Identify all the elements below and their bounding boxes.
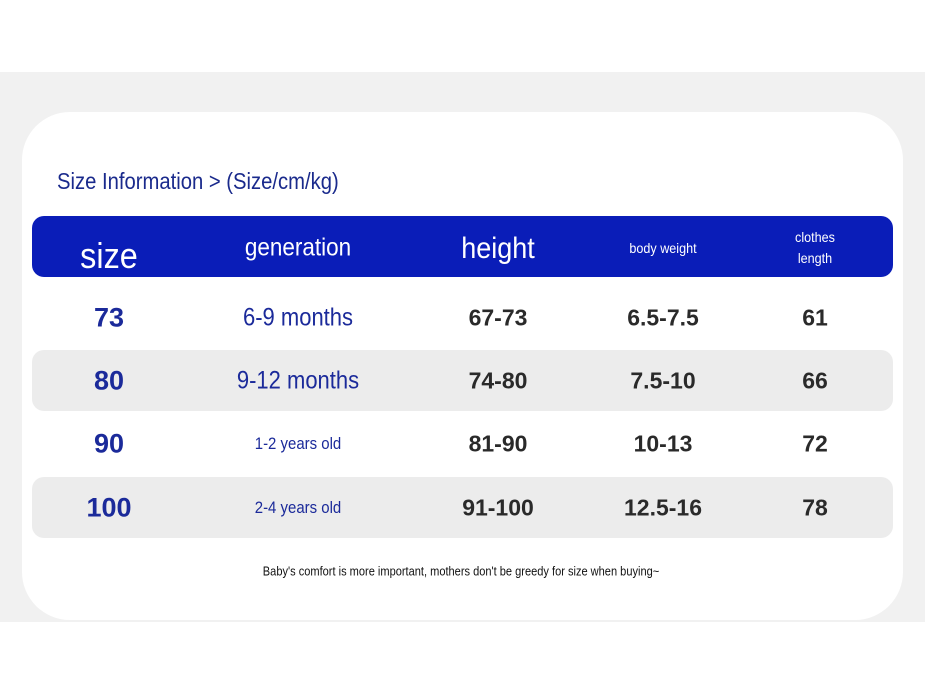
table-cell: 78 <box>802 494 828 521</box>
table-cell: 1-2 years old <box>254 434 342 453</box>
note: Baby's comfort is more important, mother… <box>262 563 660 579</box>
row-stripe <box>32 350 893 411</box>
title: Size Information > (Size/cm/kg) <box>57 168 339 194</box>
table-cell: 9-12 months <box>236 366 360 395</box>
table-cell: 90 <box>93 428 125 459</box>
header-cell: body weight <box>629 240 697 256</box>
table-cell: 80 <box>93 365 125 396</box>
table-cell: 61 <box>802 304 828 331</box>
table-cell: 91-100 <box>462 494 534 521</box>
header-cell: clothes length <box>795 229 835 266</box>
table-cell: 81-90 <box>468 430 528 457</box>
table-cell: 73 <box>93 302 125 333</box>
table-cell: 66 <box>802 367 828 394</box>
table-cell: 6.5-7.5 <box>627 304 699 331</box>
table-cell: 10-13 <box>633 430 693 457</box>
header-cell: height <box>461 232 535 265</box>
table-cell: 74-80 <box>468 367 528 394</box>
table-cell: 2-4 years old <box>254 498 342 517</box>
table-cell: 67-73 <box>468 304 528 331</box>
header-cell: generation <box>244 233 352 262</box>
table-cell: 7.5-10 <box>630 367 696 394</box>
table-cell: 6-9 months <box>242 303 354 332</box>
header-bar <box>32 216 893 277</box>
row-stripe <box>32 477 893 538</box>
table-cell: 12.5-16 <box>623 494 703 521</box>
table-cell: 72 <box>802 430 828 457</box>
header-cell: size <box>80 235 138 276</box>
table-cell: 100 <box>86 492 132 523</box>
